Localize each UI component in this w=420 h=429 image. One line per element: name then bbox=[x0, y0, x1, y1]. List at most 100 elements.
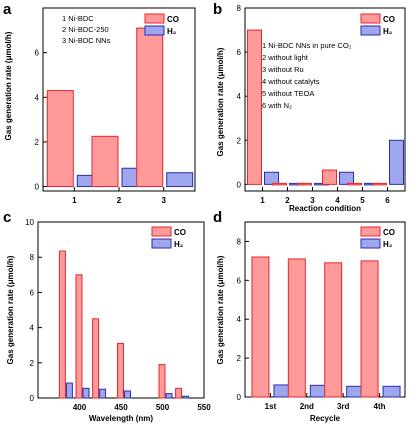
panel-a: a Gas generation rate (μmol/h) 0 2 4 6 1 2 3 1… bbox=[3, 1, 196, 205]
bar-co bbox=[136, 27, 164, 188]
bar-co bbox=[46, 90, 74, 188]
legend-label-co: CO bbox=[167, 15, 179, 24]
bar-co bbox=[117, 342, 124, 399]
y-tick-label: 6 bbox=[30, 288, 35, 297]
plot-frame bbox=[244, 7, 406, 192]
legend-label-co: CO bbox=[383, 228, 395, 237]
bar-co bbox=[75, 274, 83, 399]
legend-swatch-h2 bbox=[360, 238, 381, 249]
legend-label-h2: H₂ bbox=[383, 27, 393, 36]
panel-a-ylabel: Gas generation rate (μmol/h) bbox=[4, 31, 13, 140]
legend-swatch-h2 bbox=[144, 25, 165, 36]
legend-swatch-h2 bbox=[360, 25, 381, 36]
y-tick-label: 4 bbox=[35, 93, 40, 102]
x-tick-label: 3 bbox=[161, 196, 166, 205]
bar-h2 bbox=[99, 388, 107, 399]
legend-swatch-co bbox=[360, 226, 381, 237]
bar-h2 bbox=[382, 385, 401, 398]
y-tick-label: 6 bbox=[237, 48, 242, 57]
y-tick-label: 6 bbox=[237, 276, 242, 285]
bar-co bbox=[247, 29, 262, 185]
y-tick-label: 8 bbox=[237, 4, 242, 13]
legend-label-co: CO bbox=[174, 228, 186, 237]
bar-co bbox=[251, 256, 270, 398]
bar-co bbox=[322, 169, 337, 185]
x-tick-label: 3rd bbox=[337, 402, 350, 411]
x-tick-label: 1 bbox=[72, 196, 77, 205]
panel-b-note-3: 3 without Ru bbox=[262, 65, 304, 74]
bar-co bbox=[175, 387, 183, 399]
panel-b-letter: b bbox=[213, 1, 222, 18]
panel-a-note-3: 3 Ni-BDC NNs bbox=[62, 36, 111, 45]
y-tick-label: 8 bbox=[237, 237, 242, 246]
legend-label-h2: H₂ bbox=[383, 240, 393, 249]
x-tick-label: 2nd bbox=[300, 402, 314, 411]
panel-b-legend: CO H₂ bbox=[360, 13, 395, 36]
y-tick-label: 0 bbox=[35, 183, 40, 192]
x-tick-label: 6 bbox=[385, 196, 390, 205]
panel-d: d Gas generation rate (μmol/h) 0 2 4 6 8 1st 2… bbox=[213, 209, 406, 423]
bar-co bbox=[58, 250, 66, 399]
y-tick-label: 8 bbox=[30, 253, 35, 262]
x-tick-label: 3 bbox=[310, 196, 315, 205]
panel-d-xlabel: Recycle bbox=[310, 414, 341, 423]
legend-label-co: CO bbox=[383, 15, 395, 24]
bar-h2 bbox=[339, 171, 354, 185]
y-tick-label: 10 bbox=[25, 218, 34, 227]
legend-swatch-h2 bbox=[151, 238, 172, 249]
panel-d-plot: 0 2 4 6 8 1st 2nd 3rd 4th bbox=[237, 221, 406, 411]
x-tick-label: 1st bbox=[265, 402, 277, 411]
y-tick-label: 4 bbox=[30, 324, 35, 333]
y-tick-label: 2 bbox=[30, 359, 35, 368]
panel-d-ylabel: Gas generation rate (μmol/h) bbox=[216, 255, 225, 364]
bar-h2 bbox=[65, 382, 73, 399]
bar-h2 bbox=[82, 387, 90, 399]
legend-label-h2: H₂ bbox=[167, 27, 177, 36]
x-tick-label: 5 bbox=[360, 196, 365, 205]
panel-c: c Gas generation rate (μmol/h) 0 2 4 6 8 10 40… bbox=[3, 209, 211, 423]
bar-h2 bbox=[182, 395, 190, 399]
bar-co bbox=[347, 182, 362, 186]
x-tick-label: 400 bbox=[73, 403, 87, 412]
y-tick-label: 0 bbox=[237, 180, 242, 189]
panel-c-xlabel: Wavelength (nm) bbox=[89, 414, 153, 423]
panel-d-letter: d bbox=[213, 209, 222, 226]
y-tick-label: 0 bbox=[30, 394, 35, 403]
x-tick-label: 2 bbox=[117, 196, 122, 205]
y-tick-label: 2 bbox=[237, 354, 242, 363]
y-tick-label: 2 bbox=[35, 138, 40, 147]
y-tick-label: 0 bbox=[237, 393, 242, 402]
bar-co bbox=[158, 364, 166, 399]
panel-b-xlabel: Reaction condition bbox=[289, 204, 361, 213]
panel-c-letter: c bbox=[3, 209, 11, 226]
bar-h2 bbox=[165, 393, 173, 399]
panel-b-notes: 1 Ni-BDC NNs in pure CO₂ 2 without light… bbox=[262, 41, 352, 110]
panel-d-legend: CO H₂ bbox=[360, 226, 395, 249]
bar-co bbox=[91, 135, 119, 188]
bar-co bbox=[324, 262, 343, 398]
panel-c-ylabel: Gas generation rate (μmol/h) bbox=[6, 255, 15, 364]
panel-b-note-1: 1 Ni-BDC NNs in pure CO₂ bbox=[262, 41, 352, 50]
bar-co bbox=[360, 260, 379, 398]
legend-swatch-co bbox=[360, 13, 381, 24]
bar-h2 bbox=[264, 171, 279, 185]
panel-a-legend: CO H₂ bbox=[144, 13, 179, 36]
y-tick-label: 2 bbox=[237, 136, 242, 145]
x-tick-label: 4 bbox=[335, 196, 340, 205]
bar-co bbox=[372, 182, 387, 186]
panel-b: b Gas generation rate (μmol/h) 0 2 4 6 8 1 2 3 4… bbox=[213, 1, 406, 213]
bar-h2 bbox=[389, 139, 404, 185]
panel-b-note-5: 5 without TEOA bbox=[262, 89, 314, 98]
panel-b-note-4: 4 without catalyts bbox=[262, 77, 320, 86]
panel-b-plot: 0 2 4 6 8 1 2 3 4 5 6 bbox=[237, 4, 406, 205]
panel-a-note-2: 2 Ni-BDC-250 bbox=[62, 25, 109, 34]
panel-b-note-6: 6 with N₂ bbox=[262, 101, 292, 110]
y-tick-label: 6 bbox=[35, 49, 40, 58]
panel-b-ylabel: Gas generation rate (μmol/h) bbox=[216, 47, 225, 156]
bar-co bbox=[287, 258, 306, 398]
legend-swatch-co bbox=[151, 226, 172, 237]
panel-c-plot: 0 2 4 6 8 10 400 450 500 550 bbox=[25, 218, 211, 412]
panel-b-note-2: 2 without light bbox=[262, 53, 309, 62]
bar-co bbox=[272, 182, 287, 186]
